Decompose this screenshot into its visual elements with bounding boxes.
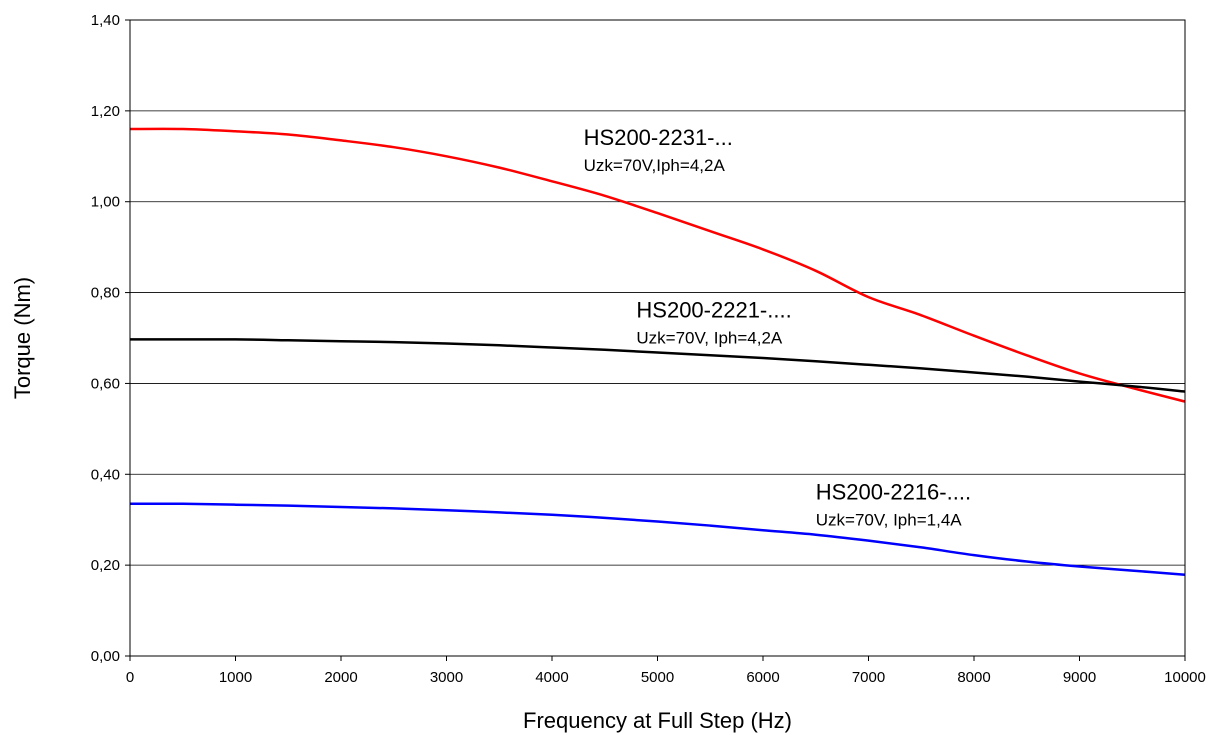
- x-tick-label: 2000: [324, 669, 357, 686]
- x-tick-label: 5000: [641, 669, 674, 686]
- y-tick-label: 0,80: [91, 285, 120, 302]
- x-axis-ticks: 0 1000 2000 3000 4000 5000 6000 7000 8000 9000 100…: [126, 656, 1206, 686]
- series-lines: [129, 127, 1186, 576]
- series-line-2: [129, 338, 1186, 393]
- annotation-subtitle-3: Uzk=70V, Iph=1,4A: [816, 510, 963, 529]
- annotation-title-1: HS200-2231-...: [584, 125, 733, 150]
- gridlines: [130, 110, 1185, 566]
- y-axis-title: Torque (Nm): [10, 277, 35, 399]
- series-line-3: [129, 502, 1186, 576]
- y-tick-label: 0,20: [91, 557, 120, 574]
- y-axis-ticks: 0,00 0,20 0,40 0,60 0,80 1,00 1,20 1,40: [91, 12, 130, 665]
- y-tick-label: 1,20: [91, 103, 120, 120]
- x-tick-label: 10000: [1164, 669, 1206, 686]
- annotation-title-3: HS200-2216-....: [816, 479, 971, 504]
- series-line-1: [129, 127, 1186, 403]
- y-tick-label: 1,00: [91, 194, 120, 211]
- x-tick-label: 3000: [430, 669, 463, 686]
- annotation-subtitle-2: Uzk=70V, Iph=4,2A: [636, 329, 783, 348]
- x-tick-label: 9000: [1063, 669, 1096, 686]
- curve-annotations: HS200-2231-... Uzk=70V,Iph=4,2A HS200-2221…: [584, 125, 971, 529]
- x-tick-label: 8000: [957, 669, 990, 686]
- y-tick-label: 0,60: [91, 375, 120, 392]
- x-axis-title: Frequency at Full Step (Hz): [523, 708, 792, 733]
- x-tick-label: 7000: [852, 669, 885, 686]
- y-tick-label: 1,40: [91, 12, 120, 29]
- x-tick-label: 1000: [219, 669, 252, 686]
- x-tick-label: 6000: [746, 669, 779, 686]
- x-tick-label: 4000: [535, 669, 568, 686]
- annotation-title-2: HS200-2221-....: [636, 298, 791, 323]
- y-tick-label: 0,40: [91, 466, 120, 483]
- annotation-subtitle-1: Uzk=70V,Iph=4,2A: [584, 156, 726, 175]
- y-tick-label: 0,00: [91, 648, 120, 665]
- x-tick-label: 0: [126, 669, 134, 686]
